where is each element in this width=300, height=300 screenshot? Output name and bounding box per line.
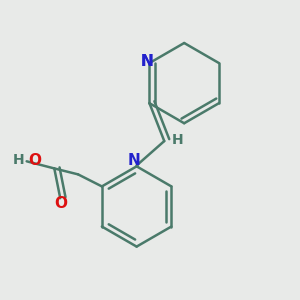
Text: N: N: [127, 153, 140, 168]
Text: N: N: [141, 54, 153, 69]
Text: H: H: [13, 153, 24, 167]
Text: O: O: [28, 153, 41, 168]
Text: N: N: [141, 54, 153, 69]
Text: O: O: [54, 196, 67, 211]
Text: H: H: [172, 133, 184, 147]
